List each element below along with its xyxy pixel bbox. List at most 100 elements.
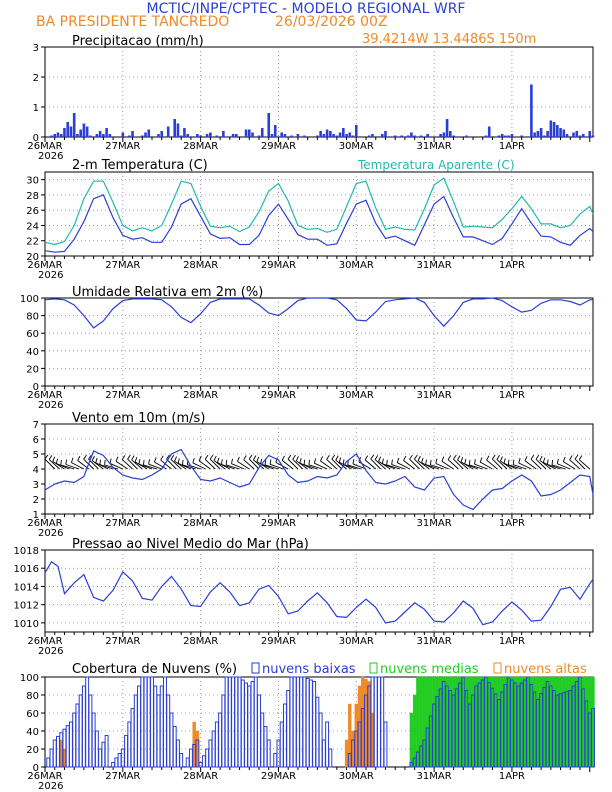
wind-barb bbox=[382, 463, 396, 470]
wind-barb bbox=[543, 462, 556, 470]
wind-barb-flag bbox=[539, 455, 543, 461]
y-tick-label: 5 bbox=[33, 450, 39, 461]
y-tick-label: 100 bbox=[20, 673, 39, 684]
wind-barb bbox=[453, 458, 464, 470]
wind-barb bbox=[148, 463, 162, 470]
cloud-bar-low bbox=[260, 712, 265, 768]
x-tick-label: 26MAR bbox=[27, 518, 62, 529]
cloud-bar-low bbox=[124, 735, 129, 768]
wind-barb bbox=[500, 460, 513, 470]
wind-barb-flag bbox=[457, 455, 461, 461]
cloud-bar-low bbox=[383, 721, 388, 768]
y-tick-label: 20 bbox=[26, 745, 39, 756]
wind-barb-flag bbox=[468, 459, 471, 466]
cloud-bar-low bbox=[299, 676, 304, 768]
wind-barb-flag bbox=[486, 455, 490, 461]
wind-barb-flag bbox=[281, 455, 285, 461]
wind-barb-flag bbox=[409, 454, 413, 460]
y-tick-label: 20 bbox=[26, 364, 39, 375]
wind-barb-flag bbox=[413, 454, 418, 460]
wind-barb bbox=[253, 459, 265, 470]
wind-barb-flag bbox=[569, 455, 573, 460]
precip-bar bbox=[562, 129, 566, 137]
cloud-bar-low bbox=[166, 694, 171, 768]
precip-bar bbox=[251, 132, 254, 137]
precip-bar bbox=[556, 125, 559, 137]
wind-barb-flag bbox=[338, 457, 342, 463]
legend-mid-label: nuvens medias bbox=[380, 662, 479, 677]
wind-barb-flag bbox=[109, 458, 112, 464]
precip-bar bbox=[270, 134, 274, 137]
wind-barb-flag bbox=[441, 456, 445, 462]
cloud-bar-low bbox=[227, 676, 232, 768]
wind-barb-flag bbox=[374, 455, 379, 460]
wind-barb bbox=[557, 463, 571, 470]
wind-barb-flag bbox=[524, 456, 528, 461]
precip-bar bbox=[510, 134, 514, 137]
wind-barb-flag bbox=[134, 457, 138, 463]
wind-barb-flag bbox=[71, 457, 74, 463]
cloud-bar-low bbox=[52, 739, 57, 768]
x-tick-label: 1APR bbox=[499, 141, 525, 152]
cloud-bar-low bbox=[591, 708, 595, 768]
wind-barb bbox=[256, 461, 269, 470]
precip-bar bbox=[247, 129, 251, 137]
cloud-bar-low bbox=[111, 762, 116, 768]
x-tick-label: 26MAR bbox=[27, 260, 62, 271]
cloud-bar-low bbox=[175, 739, 180, 768]
cloud-bar-low bbox=[231, 676, 236, 768]
y-tick-label: 1012 bbox=[14, 601, 39, 612]
wind-barb bbox=[342, 463, 357, 470]
wind-barb-flag bbox=[512, 459, 515, 465]
cloud-legend-high: nuvens altas bbox=[493, 662, 587, 677]
precip-bar bbox=[581, 134, 585, 137]
wind-barb-flag bbox=[496, 455, 500, 460]
panel-title: Vento em 10m (m/s) bbox=[72, 411, 205, 426]
wind-barb bbox=[338, 461, 352, 470]
cloud-bar-low bbox=[163, 676, 167, 768]
wind-barb bbox=[460, 461, 474, 470]
wind-barb bbox=[578, 459, 591, 470]
wind-barb bbox=[551, 464, 566, 470]
wind-barb-flag bbox=[479, 457, 483, 463]
y-tick-label: 1014 bbox=[14, 582, 39, 593]
precip-bar bbox=[484, 135, 488, 137]
wind-barb bbox=[269, 463, 284, 470]
cloud-bar-low bbox=[188, 748, 193, 768]
precip-bar bbox=[296, 134, 300, 137]
wind-barb bbox=[335, 459, 347, 470]
wind-barb-flag bbox=[292, 454, 296, 460]
wind-barb-flag bbox=[83, 454, 87, 460]
wind-barb-flag bbox=[174, 456, 178, 462]
x-tick-label: 31MAR bbox=[417, 141, 452, 152]
y-tick-label: 7 bbox=[33, 420, 39, 431]
wind-barb bbox=[104, 464, 119, 470]
wind-barb bbox=[409, 458, 420, 470]
cloud-bar-low bbox=[46, 757, 51, 768]
wind-barb bbox=[480, 461, 493, 470]
wind-barb bbox=[417, 460, 430, 470]
wind-barb bbox=[314, 462, 328, 470]
precip-bar bbox=[393, 135, 397, 137]
precip-bar bbox=[497, 135, 501, 137]
precip-bar bbox=[144, 132, 147, 137]
cloud-bar-low bbox=[65, 725, 70, 768]
wind-barb bbox=[48, 459, 60, 470]
precip-bar bbox=[345, 134, 348, 137]
wind-barb-flag bbox=[386, 459, 388, 465]
legend-apparent-temperature: Temperatura Aparente (C) bbox=[357, 158, 515, 172]
cloud-bar-low bbox=[88, 694, 93, 768]
wind-barb bbox=[464, 463, 479, 470]
wind-barb bbox=[115, 460, 128, 470]
legend-low-label: nuvens baixas bbox=[262, 662, 356, 677]
wind-barb-flag bbox=[243, 455, 247, 460]
cloud-bar-low bbox=[214, 721, 219, 768]
wind-barb bbox=[574, 458, 586, 470]
panel-title: Cobertura de Nuvens (%) bbox=[72, 662, 237, 677]
wind-barb bbox=[170, 459, 182, 470]
cloud-bar-low bbox=[289, 676, 294, 768]
cloud-bar-low bbox=[127, 721, 132, 768]
wind-barb-flag bbox=[264, 459, 267, 466]
y-tick-label: 60 bbox=[26, 709, 39, 720]
precip-bar bbox=[89, 135, 92, 137]
